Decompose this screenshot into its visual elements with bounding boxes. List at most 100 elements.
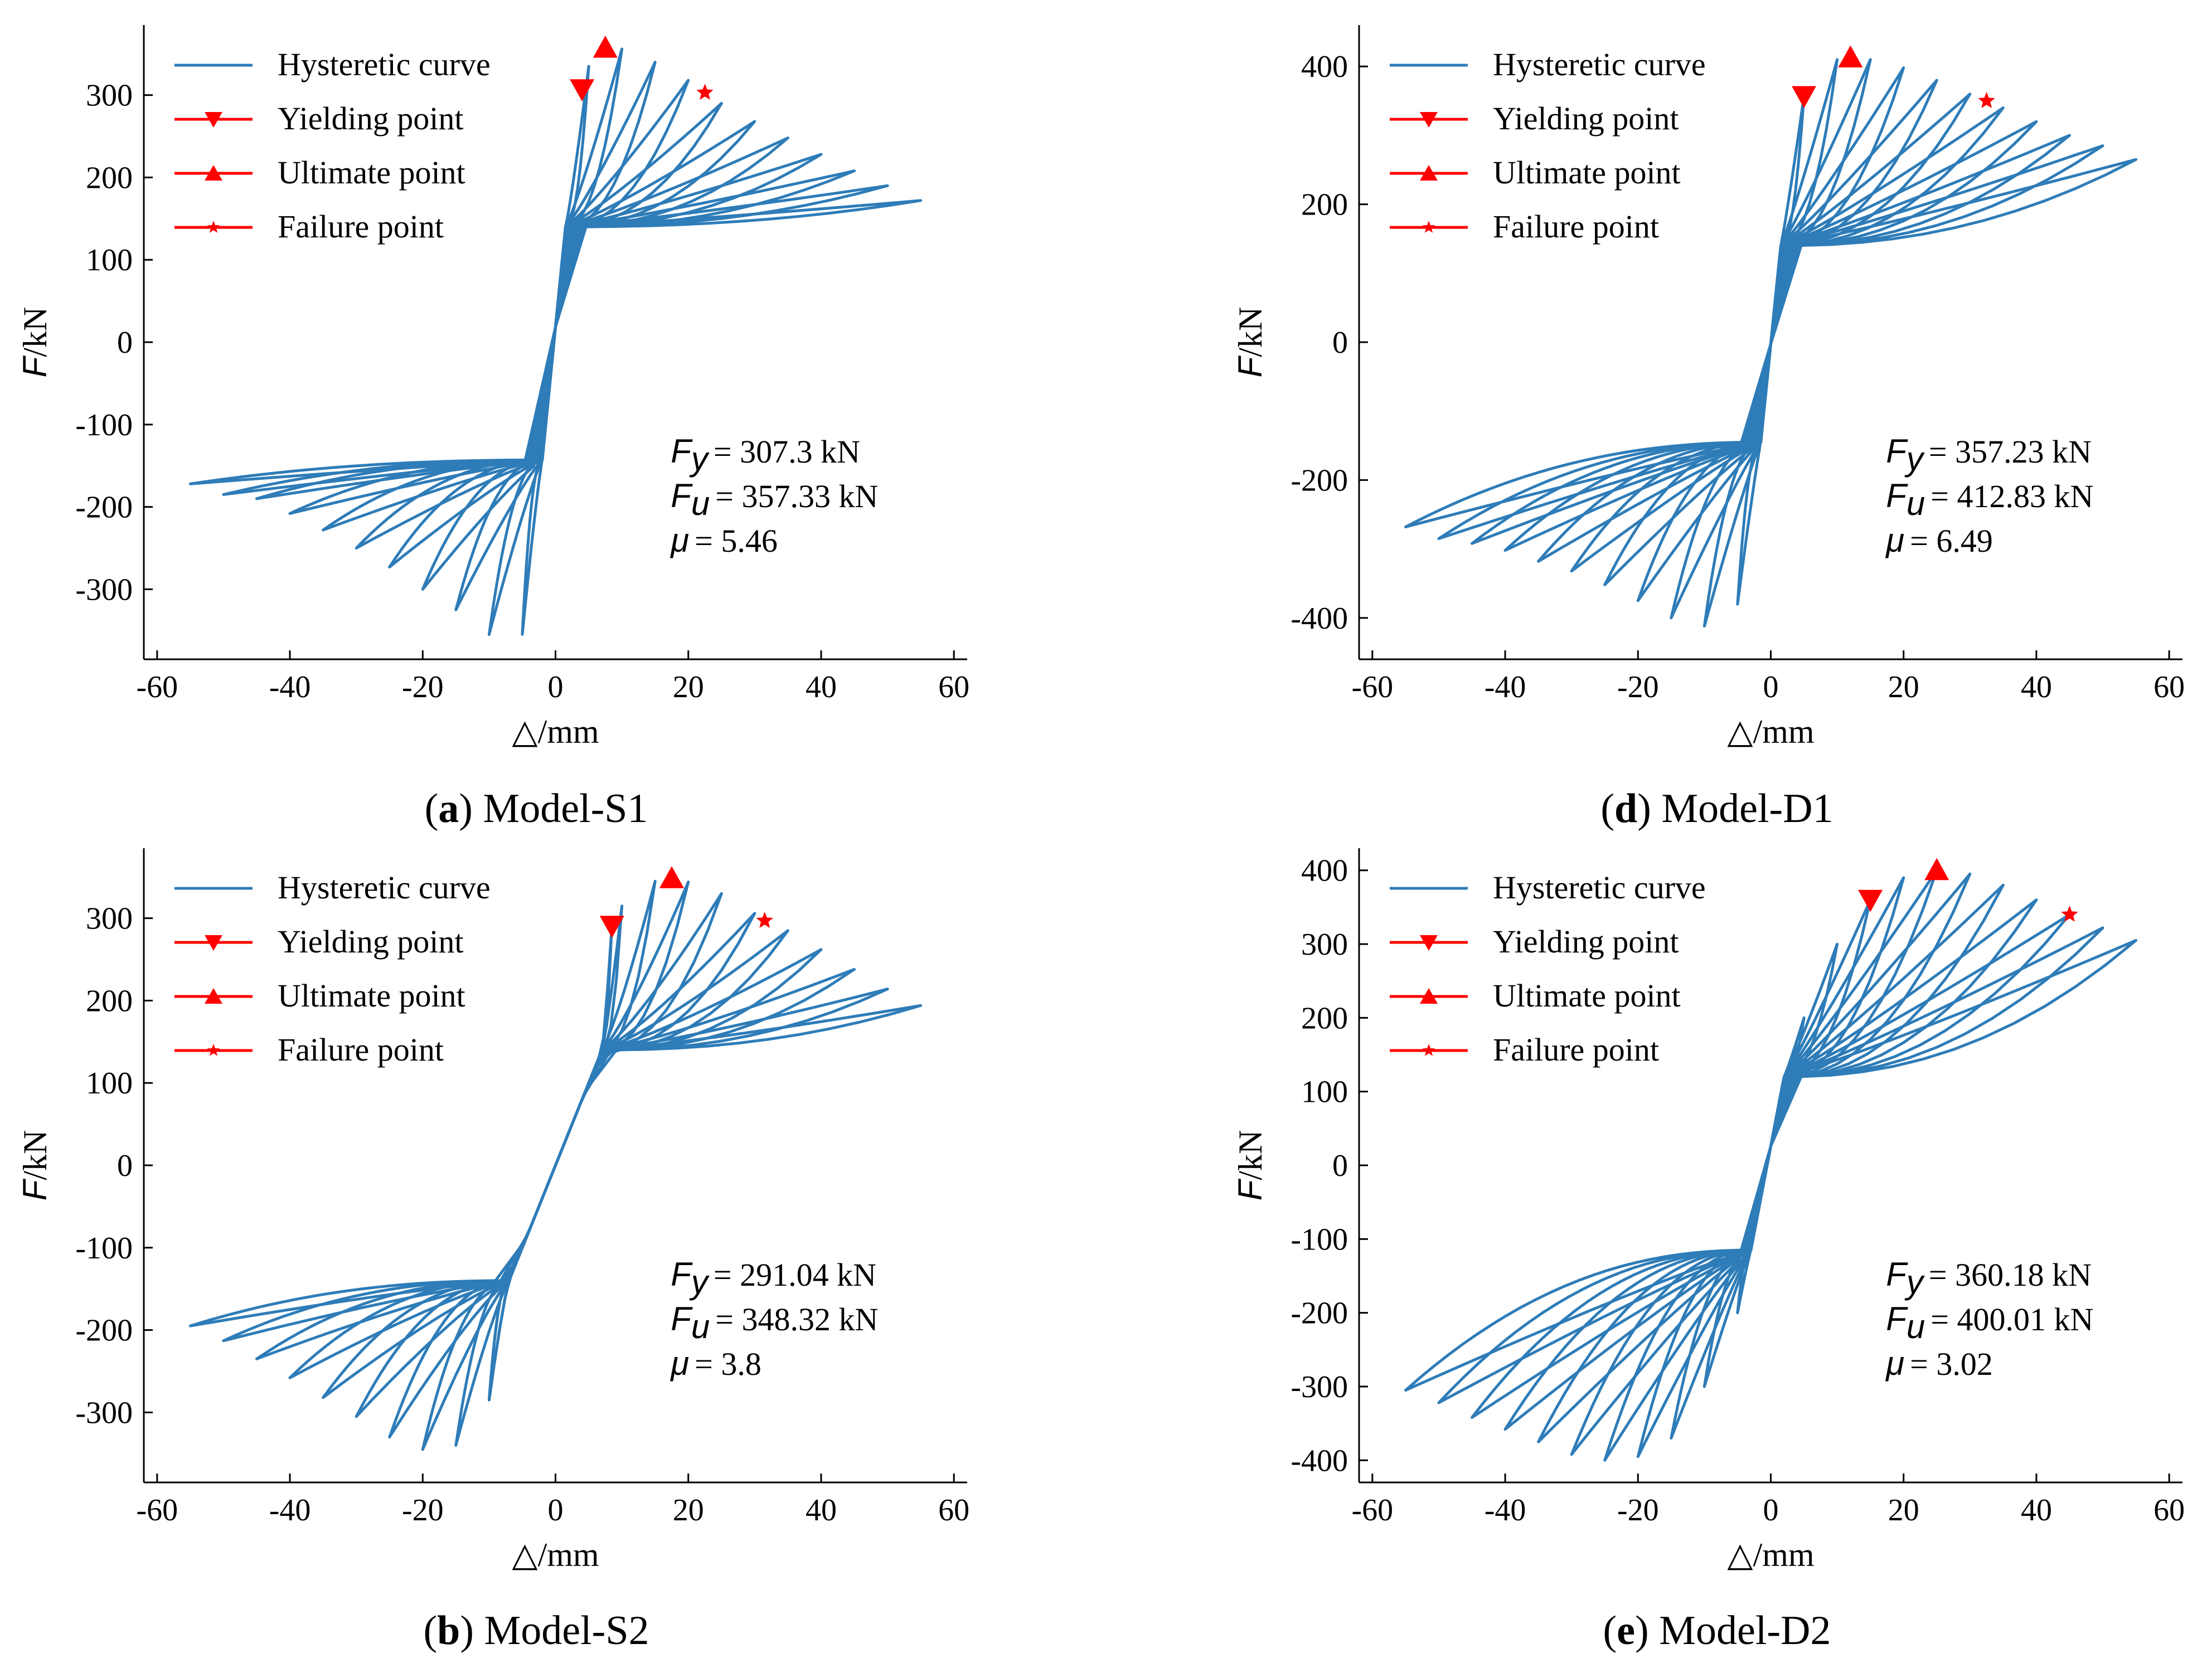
fu-annotation: Fu = 348.32 kN <box>671 1300 878 1345</box>
failure-point-marker <box>1978 92 1995 108</box>
y-tick-label: -300 <box>1291 1370 1348 1404</box>
anno-value: = 360.18 kN <box>1929 1257 2092 1293</box>
legend-entry-label: Yielding point <box>1493 100 1679 137</box>
fu-annotation: Fu = 357.33 kN <box>671 477 878 522</box>
x-axis-title: △/mm <box>512 1536 599 1573</box>
legend: Hysteretic curve Yielding point Ultimate p… <box>1390 46 1706 245</box>
anno-subscript: y <box>1904 440 1925 478</box>
yielding-point-marker <box>570 79 595 101</box>
caption-paren-open: ( <box>1600 786 1614 831</box>
legend-entry-label: Yielding point <box>278 100 464 137</box>
hysteretic-loop <box>1636 876 1905 1458</box>
hysteretic-curve-group <box>1404 869 2138 1462</box>
chart-panel-S1: -60 -40 -20 0 20 40 60-300-200-1000100200300△/… <box>16 25 969 831</box>
hysteretic-loop <box>1702 942 1839 1388</box>
panel-caption: (a) Model-S1 <box>425 786 648 831</box>
y-tick-label: 400 <box>1301 854 1348 888</box>
y-tick-label: 0 <box>1332 1149 1348 1183</box>
anno-symbol: F <box>1886 1300 1908 1338</box>
chart-panel-D2: -60 -40 -20 0 20 40 60-400-300-200-10001002003… <box>1231 848 2185 1654</box>
caption-name: ) Model-S2 <box>460 1608 649 1654</box>
anno-subscript: y <box>689 1263 710 1301</box>
panel-caption: (e) Model-D2 <box>1603 1608 1831 1654</box>
anno-symbol: μ <box>670 522 689 559</box>
fy-annotation: Fy = 357.23 kN <box>1886 432 2092 478</box>
legend-yielding-marker <box>1420 935 1438 951</box>
caption-letter: d <box>1614 786 1637 831</box>
y-tick-label: 300 <box>86 79 133 113</box>
anno-symbol: μ <box>1885 522 1904 559</box>
anno-subscript: y <box>1904 1263 1925 1301</box>
y-axis-title: F/kN <box>16 307 54 378</box>
legend-entry-label: Hysteretic curve <box>278 869 491 906</box>
y-axis-unit: /kN <box>17 307 54 357</box>
anno-value: = 3.02 <box>1910 1346 1993 1382</box>
ultimate-point-marker <box>1838 45 1863 67</box>
anno-value: = 348.32 kN <box>715 1301 878 1338</box>
x-tick-label: 20 <box>673 1493 704 1528</box>
legend-yielding-marker <box>205 112 222 128</box>
hysteretic-curve-group <box>188 47 923 636</box>
y-tick-label: -300 <box>75 1395 133 1430</box>
x-tick-label: -40 <box>269 1493 311 1528</box>
hysteretic-loop <box>188 1004 923 1327</box>
legend-entry-label: Hysteretic curve <box>1493 46 1706 82</box>
anno-symbol: F <box>1886 1256 1908 1293</box>
anno-value: = 291.04 kN <box>714 1257 876 1293</box>
x-tick-label: 40 <box>2021 670 2052 704</box>
caption-name: ) Model-D2 <box>1635 1608 1831 1654</box>
caption-letter: e <box>1617 1608 1635 1654</box>
x-tick-label: -20 <box>402 670 444 704</box>
anno-symbol: F <box>671 1300 693 1338</box>
legend-entry-label: Yielding point <box>1493 923 1679 960</box>
caption-letter: b <box>437 1608 460 1654</box>
caption-paren-open: ( <box>1603 1608 1617 1654</box>
y-tick-label: 0 <box>117 1149 133 1183</box>
x-tick-label: -60 <box>1351 1493 1393 1528</box>
hysteretic-loop <box>521 65 590 636</box>
x-tick-label: -40 <box>1485 670 1526 704</box>
fu-annotation: Fu = 412.83 kN <box>1886 477 2093 522</box>
x-tick-label: 0 <box>548 1493 564 1528</box>
x-tick-label: -20 <box>402 1493 444 1528</box>
legend-entry-label: Hysteretic curve <box>1493 869 1706 906</box>
y-axis-title: F/kN <box>1231 1130 1269 1201</box>
anno-symbol: μ <box>1885 1345 1904 1382</box>
chart-panel-D1: -60 -40 -20 0 20 40 60-400-2000200400△/mmF/kNH… <box>1231 25 2185 831</box>
legend-ultimate-marker <box>205 165 222 181</box>
y-axis-unit: /kN <box>17 1130 54 1180</box>
x-tick-label: 60 <box>2153 1493 2185 1528</box>
y-tick-label: -100 <box>75 408 133 442</box>
y-tick-label: -200 <box>1291 1296 1348 1331</box>
y-axis-variable: F <box>16 355 54 377</box>
legend-entry-label: Ultimate point <box>278 978 465 1014</box>
legend-failure-marker <box>1422 1044 1435 1056</box>
hysteretic-loop <box>1404 938 2138 1392</box>
anno-symbol: F <box>1886 477 1908 514</box>
legend-entry-label: Failure point <box>278 1032 444 1068</box>
y-tick-label: -200 <box>1291 463 1348 498</box>
x-tick-label: -60 <box>136 670 178 704</box>
fy-annotation: Fy = 360.18 kN <box>1886 1256 2092 1301</box>
failure-point-marker <box>756 912 773 928</box>
x-tick-label: 0 <box>1763 1493 1779 1528</box>
x-tick-label: 20 <box>1888 1493 1919 1528</box>
x-tick-label: 40 <box>806 670 837 704</box>
anno-value: = 357.33 kN <box>715 478 878 514</box>
x-tick-label: -60 <box>136 1493 178 1528</box>
legend: Hysteretic curve Yielding point Ultimate p… <box>174 869 491 1068</box>
x-tick-label: -60 <box>1351 670 1393 704</box>
y-tick-label: -100 <box>75 1231 133 1266</box>
legend-entry-label: Ultimate point <box>1493 978 1681 1014</box>
legend: Hysteretic curve Yielding point Ultimate p… <box>1390 869 1706 1068</box>
y-tick-label: -400 <box>1291 1443 1348 1478</box>
anno-value: = 5.46 <box>695 523 778 559</box>
hysteretic-curve-group <box>188 879 923 1451</box>
y-tick-label: -400 <box>1291 601 1348 636</box>
legend-yielding-marker <box>205 935 222 951</box>
caption-name: ) Model-D1 <box>1637 786 1833 831</box>
yielding-point-marker <box>1792 86 1817 109</box>
chart-panel-S2: -60 -40 -20 0 20 40 60-300-200-1000100200300△/… <box>16 848 969 1654</box>
legend-entry-label: Ultimate point <box>1493 154 1681 191</box>
